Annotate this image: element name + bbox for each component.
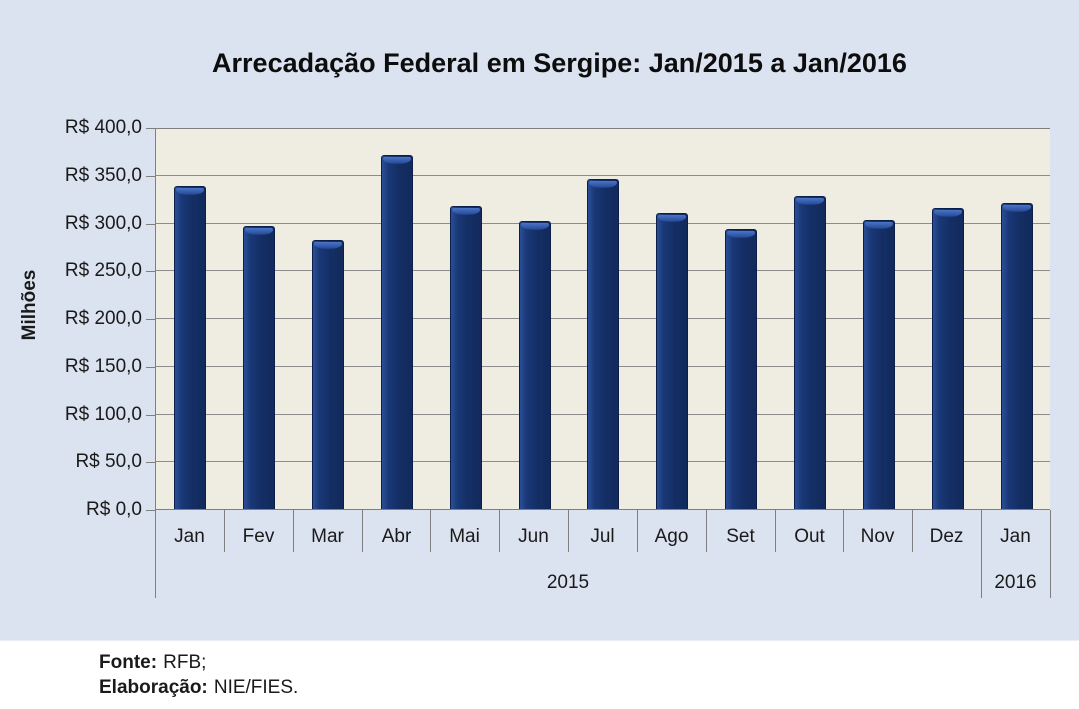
y-tick-label-100: R$ 100,0 [64,404,142,425]
source-label: Fonte: [99,652,158,673]
month-tick-5 [499,510,500,552]
x-label-jul-2015: Jul [590,526,615,547]
year-label-2015: 2015 [546,572,590,593]
y-tick-label-350: R$ 350,0 [64,165,142,186]
month-tick-4 [430,510,431,552]
bar-fev-2015 [243,226,275,510]
bar-set-2015 [725,229,757,510]
bar-chart: Arrecadação Federal em Sergipe: Jan/2015… [0,0,1079,641]
y-tick-label-400: R$ 400,0 [64,117,142,138]
month-tick-9 [775,510,776,552]
x-label-jun-2015: Jun [518,526,549,547]
footer-notes: Fonte: RFB; Elaboração: NIE/FIES. [99,650,298,700]
x-label-dez-2015: Dez [929,526,964,547]
month-tick-1 [224,510,225,552]
x-label-jan-2015: Jan [174,526,205,547]
gridline-350 [156,174,1050,176]
x-label-ago-2015: Ago [654,526,689,547]
bar-dez-2015 [932,208,964,510]
x-label-fev-2015: Fev [242,526,275,547]
bar-out-2015 [794,196,826,510]
y-tick-mark-200 [146,319,155,320]
bar-jun-2015 [519,221,551,510]
y-tick-label-250: R$ 250,0 [64,260,142,281]
elaboration-label: Elaboração: [99,677,208,698]
month-tick-6 [568,510,569,552]
elaboration-text: NIE/FIES. [213,677,299,698]
y-tick-label-300: R$ 300,0 [64,213,142,234]
x-label-set-2015: Set [726,526,755,547]
y-tick-mark-400 [146,128,155,129]
y-tick-label-150: R$ 150,0 [64,356,142,377]
x-axis-line [156,509,1050,510]
bar-jan-2015 [174,186,206,510]
month-tick-7 [637,510,638,552]
source-note: Fonte: RFB; [99,650,298,675]
bar-jan-2016 [1001,203,1033,510]
y-tick-mark-0 [146,510,155,511]
x-label-mar-2015: Mar [311,526,344,547]
y-tick-mark-250 [146,271,155,272]
source-text: RFB; [163,652,207,673]
bar-mar-2015 [312,240,344,510]
x-label-out-2015: Out [794,526,825,547]
year-separator-13 [1050,510,1051,598]
x-label-mai-2015: Mai [449,526,480,547]
bar-ago-2015 [656,213,688,510]
bar-mai-2015 [450,206,482,510]
y-tick-mark-350 [146,176,155,177]
bar-abr-2015 [381,155,413,510]
x-label-jan-2016: Jan [1000,526,1031,547]
y-tick-label-0: R$ 0,0 [86,499,142,520]
year-label-2016: 2016 [994,572,1037,593]
x-label-abr-2015: Abr [381,526,412,547]
year-separator-12 [981,510,982,598]
y-tick-label-200: R$ 200,0 [64,308,142,329]
plot-area [155,128,1050,510]
y-tick-mark-150 [146,367,155,368]
month-tick-11 [912,510,913,552]
bar-nov-2015 [863,220,895,510]
y-tick-mark-100 [146,415,155,416]
y-tick-label-50: R$ 50,0 [75,451,142,472]
year-separator-0 [155,510,156,598]
month-tick-3 [362,510,363,552]
bar-jul-2015 [587,179,619,510]
month-tick-10 [843,510,844,552]
chart-title: Arrecadação Federal em Sergipe: Jan/2015… [212,48,907,78]
y-tick-mark-50 [146,462,155,463]
x-label-nov-2015: Nov [860,526,895,547]
elaboration-note: Elaboração: NIE/FIES. [99,675,298,700]
y-tick-mark-300 [146,224,155,225]
month-tick-2 [293,510,294,552]
month-tick-8 [706,510,707,552]
